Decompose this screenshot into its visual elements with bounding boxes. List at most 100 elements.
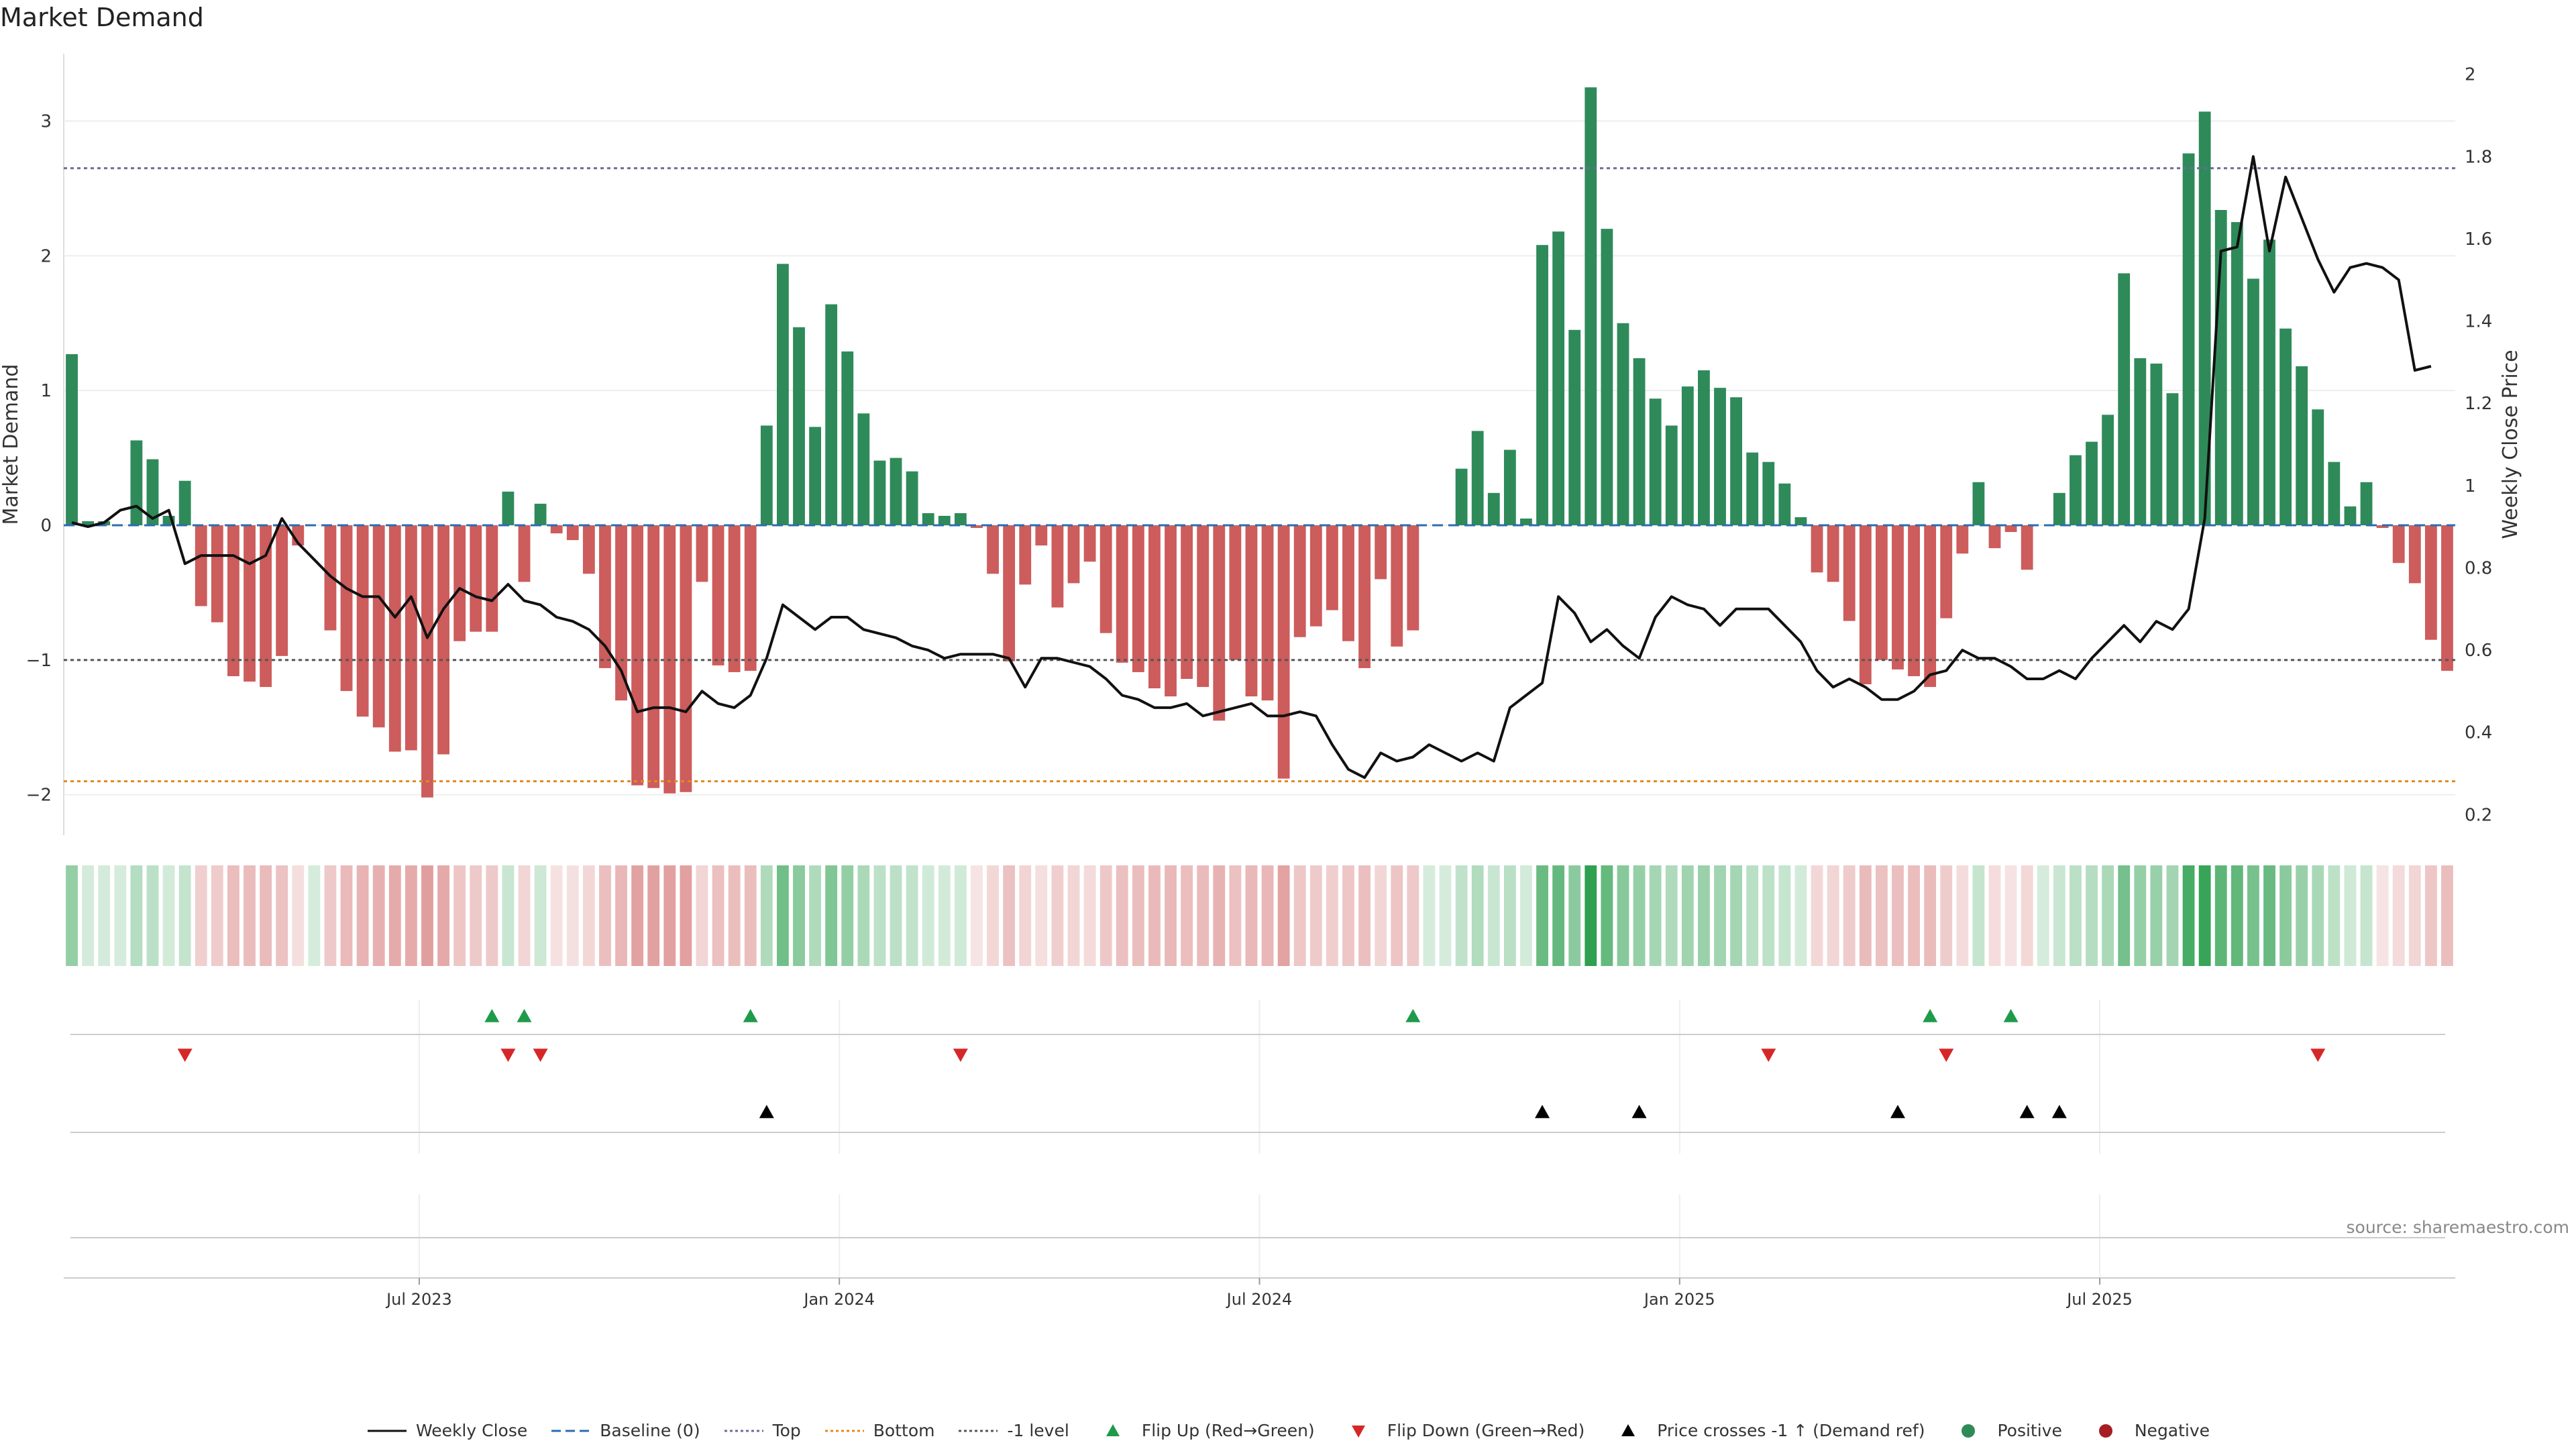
demand-bar xyxy=(1407,525,1419,631)
heat-cell xyxy=(728,865,741,966)
demand-bar xyxy=(1601,229,1613,526)
heat-cell xyxy=(2247,865,2259,966)
legend-item: Positive xyxy=(1947,1421,2062,1440)
legend-label: Weekly Close xyxy=(415,1421,528,1440)
heat-cell xyxy=(82,865,95,966)
y-tick-label: −2 xyxy=(26,786,52,806)
demand-bar xyxy=(2118,273,2131,526)
demand-bar xyxy=(631,525,644,786)
demand-bar xyxy=(938,515,951,526)
heat-cell xyxy=(1342,865,1354,966)
flip-up-marker xyxy=(517,1009,532,1022)
demand-bar xyxy=(841,351,854,526)
demand-bar xyxy=(1988,525,2001,549)
heat-cell xyxy=(486,865,498,966)
demand-bar xyxy=(2376,525,2389,529)
demand-bar xyxy=(1746,452,1759,526)
demand-bar xyxy=(873,460,886,526)
demand-bar xyxy=(66,354,78,526)
demand-bar xyxy=(1552,231,1565,526)
heat-cell xyxy=(1681,865,1694,966)
x-tick-label: Jul 2023 xyxy=(385,1290,452,1309)
heat-cell xyxy=(793,865,805,966)
heat-cell xyxy=(2296,865,2308,966)
demand-bar xyxy=(1617,323,1629,526)
y-tick-label: 0 xyxy=(40,516,52,536)
heat-cell xyxy=(2279,865,2292,966)
heat-cell xyxy=(1972,865,1985,966)
demand-bar xyxy=(1940,525,1953,619)
demand-bar xyxy=(809,427,821,526)
demand-bar xyxy=(1956,525,1969,554)
legend-label: Bottom xyxy=(873,1421,935,1440)
y-axis-label: Market Demand xyxy=(0,364,23,525)
heat-cell xyxy=(260,865,272,966)
heat-cell xyxy=(2312,865,2324,966)
demand-bar xyxy=(534,503,547,526)
demand-bar xyxy=(1309,525,1322,627)
heat-cell xyxy=(1407,865,1419,966)
heat-cell xyxy=(1859,865,1872,966)
demand-bar xyxy=(211,525,223,623)
demand-bar xyxy=(421,525,433,798)
demand-bar xyxy=(470,525,482,632)
heat-cell xyxy=(66,865,78,966)
demand-bar xyxy=(1875,525,1888,660)
heat-cell xyxy=(1455,865,1468,966)
demand-bar xyxy=(906,471,918,526)
demand-bar xyxy=(405,525,417,751)
demand-bar xyxy=(2296,366,2308,526)
demand-bar xyxy=(1633,358,1646,526)
heat-cell xyxy=(1843,865,1856,966)
heat-cell xyxy=(1423,865,1436,966)
heat-cell xyxy=(1261,865,1274,966)
y-tick-label: 3 xyxy=(40,111,52,131)
demand-bar xyxy=(2004,525,2017,533)
demand-bar xyxy=(1908,525,1920,676)
heat-cell xyxy=(1067,865,1080,966)
heat-cell xyxy=(292,865,305,966)
demand-bar xyxy=(1099,525,1112,633)
heat-cell xyxy=(2198,865,2211,966)
heat-cell xyxy=(2328,865,2341,966)
heat-cell xyxy=(276,865,288,966)
heat-cell xyxy=(631,865,644,966)
demand-bar xyxy=(760,425,773,526)
heat-cell xyxy=(2360,865,2373,966)
heat-cell xyxy=(680,865,692,966)
heat-cell xyxy=(1051,865,1064,966)
demand-bar xyxy=(1261,525,1274,701)
demand-bar xyxy=(1051,525,1064,608)
demand-bar xyxy=(1245,525,1258,697)
demand-bar xyxy=(227,525,239,676)
demand-bar xyxy=(1358,525,1371,668)
demand-bar xyxy=(2166,393,2179,526)
demand-bar xyxy=(1778,483,1791,526)
legend-symbol xyxy=(550,1422,592,1440)
source-label: source: sharemaestro.com xyxy=(2346,1218,2570,1237)
heat-cell xyxy=(1148,865,1161,966)
demand-bar xyxy=(744,525,757,671)
demand-bar xyxy=(1067,525,1080,584)
heat-cell xyxy=(1665,865,1678,966)
y-tick-label: 2 xyxy=(40,246,52,266)
demand-bar xyxy=(1503,449,1516,526)
heat-cell xyxy=(550,865,563,966)
heat-cell xyxy=(1827,865,1839,966)
heat-cell xyxy=(1229,865,1242,966)
flip-up-marker xyxy=(484,1009,500,1022)
heat-cell xyxy=(809,865,821,966)
heat-cell xyxy=(2004,865,2017,966)
demand-bar xyxy=(2134,358,2147,526)
flip-down-marker xyxy=(953,1049,968,1062)
demand-bar xyxy=(82,521,95,526)
heat-cell xyxy=(1277,865,1290,966)
y2-tick-label: 2 xyxy=(2465,65,2476,85)
demand-bar xyxy=(388,525,401,752)
flip-down-marker xyxy=(500,1049,516,1062)
demand-bar xyxy=(2360,482,2373,526)
heat-cell xyxy=(760,865,773,966)
demand-bar xyxy=(1213,525,1226,721)
heat-cell xyxy=(971,865,983,966)
